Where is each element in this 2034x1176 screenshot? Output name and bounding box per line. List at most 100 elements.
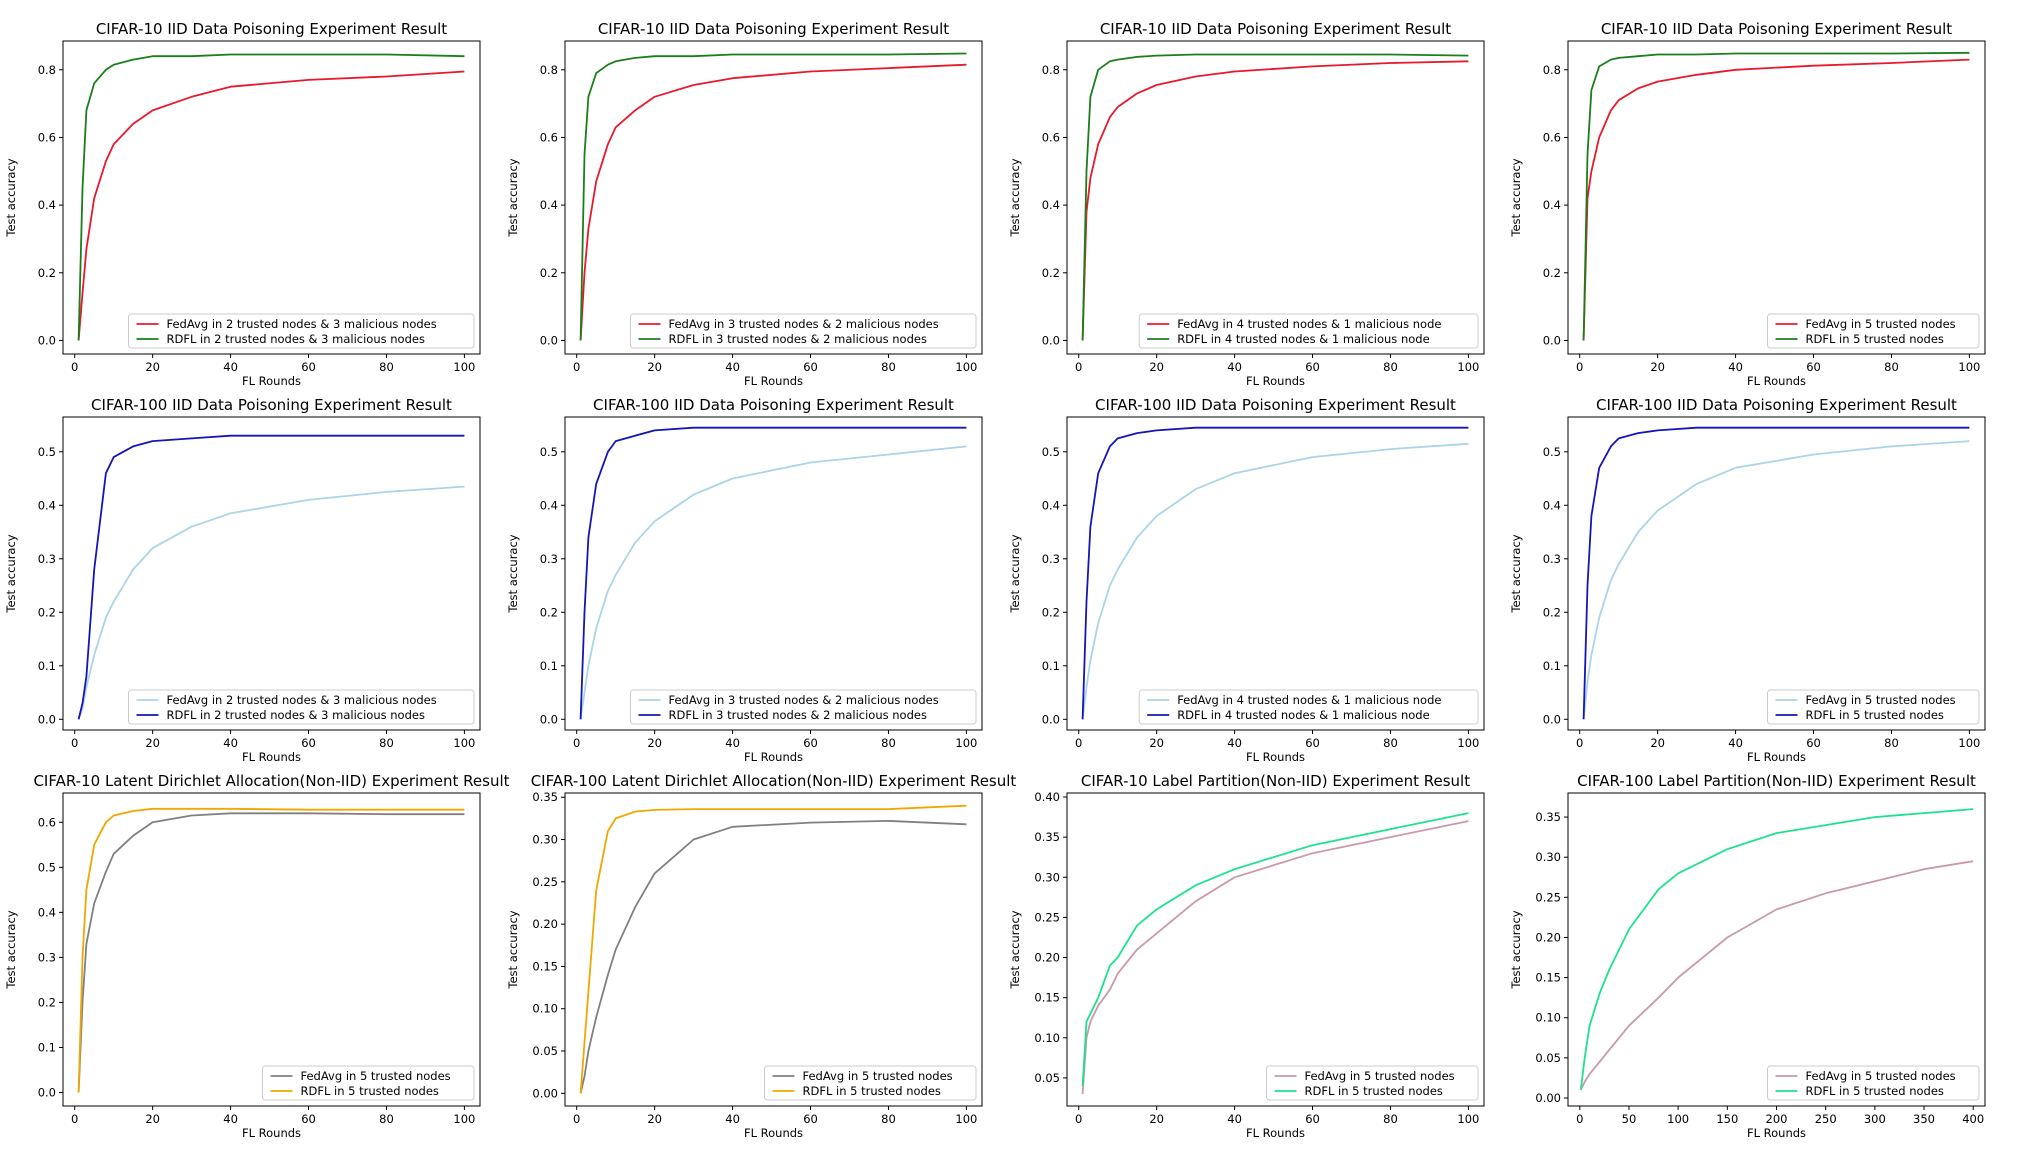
x-tick-label: 100 bbox=[453, 736, 475, 750]
x-tick-label: 80 bbox=[379, 360, 394, 374]
x-tick-label: 20 bbox=[647, 736, 662, 750]
y-tick-label: 0.20 bbox=[1535, 930, 1561, 944]
x-axis-label: FL Rounds bbox=[744, 374, 803, 388]
y-tick-label: 0.5 bbox=[38, 860, 56, 874]
y-tick-label: 0.10 bbox=[1535, 1011, 1561, 1025]
x-axis-label: FL Rounds bbox=[744, 750, 803, 764]
y-tick-label: 0.2 bbox=[540, 266, 558, 280]
legend-entry: FedAvg in 5 trusted nodes bbox=[1806, 693, 1956, 707]
y-tick-label: 0.25 bbox=[532, 875, 558, 889]
x-tick-label: 40 bbox=[1728, 736, 1743, 750]
y-tick-label: 0.1 bbox=[1543, 659, 1561, 673]
series-line-2 bbox=[1582, 51, 1970, 341]
series-line-1 bbox=[579, 445, 967, 720]
x-tick-label: 80 bbox=[1383, 1112, 1398, 1126]
legend-box bbox=[630, 313, 977, 349]
series-line-1 bbox=[77, 485, 465, 720]
legend-box bbox=[1138, 689, 1479, 725]
y-tick-label: 0.4 bbox=[1042, 498, 1060, 512]
series-line-2 bbox=[1081, 426, 1469, 720]
legend: FedAvg in 3 trusted nodes & 2 malicious … bbox=[630, 313, 977, 349]
y-tick-label: 0.2 bbox=[38, 266, 56, 280]
x-tick-label: 20 bbox=[145, 360, 160, 374]
chart-title: CIFAR-100 IID Data Poisoning Experiment … bbox=[91, 396, 452, 414]
x-tick-label: 0 bbox=[71, 736, 78, 750]
y-tick-label: 0.35 bbox=[532, 790, 558, 804]
x-tick-label: 20 bbox=[145, 736, 160, 750]
series-line-1 bbox=[579, 63, 967, 341]
legend-entry: RDFL in 5 trusted nodes bbox=[1806, 332, 1944, 346]
y-axis-label: Test accuracy bbox=[4, 158, 18, 237]
x-tick-label: 20 bbox=[1149, 736, 1164, 750]
series-line-2 bbox=[1081, 812, 1469, 1086]
x-tick-label: 60 bbox=[1806, 360, 1821, 374]
plot-frame bbox=[1567, 416, 1986, 731]
y-axis-label: Test accuracy bbox=[4, 534, 18, 613]
y-tick-label: 0.4 bbox=[540, 198, 558, 212]
x-tick-label: 60 bbox=[803, 360, 818, 374]
y-tick-label: 0.0 bbox=[38, 712, 56, 726]
series-line-1 bbox=[1582, 440, 1970, 720]
y-tick-label: 0.4 bbox=[38, 905, 56, 919]
plot-frame bbox=[1066, 416, 1485, 731]
y-tick-label: 0.4 bbox=[38, 198, 56, 212]
x-tick-label: 40 bbox=[223, 736, 238, 750]
chart-panel-4: CIFAR-10 IID Data Poisoning Experiment R… bbox=[1509, 20, 1986, 388]
series-line-2 bbox=[579, 426, 967, 720]
legend-box bbox=[1767, 313, 1980, 349]
chart-title: CIFAR-10 Latent Dirichlet Allocation(Non… bbox=[33, 772, 509, 790]
x-tick-label: 20 bbox=[1149, 360, 1164, 374]
chart-panel-3: CIFAR-10 IID Data Poisoning Experiment R… bbox=[1008, 20, 1485, 388]
y-tick-label: 0.1 bbox=[1042, 659, 1060, 673]
x-tick-label: 0 bbox=[1075, 360, 1082, 374]
x-tick-label: 40 bbox=[1728, 360, 1743, 374]
y-tick-label: 0.1 bbox=[540, 659, 558, 673]
legend-entry: FedAvg in 4 trusted nodes & 1 malicious … bbox=[1177, 317, 1441, 331]
chart-title: CIFAR-100 IID Data Poisoning Experiment … bbox=[1095, 396, 1456, 414]
y-tick-label: 0.20 bbox=[532, 917, 558, 931]
chart-panel-11: CIFAR-10 Label Partition(Non-IID) Experi… bbox=[1008, 772, 1485, 1140]
chart-panel-7: CIFAR-100 IID Data Poisoning Experiment … bbox=[1008, 396, 1485, 764]
x-tick-label: 0 bbox=[573, 360, 580, 374]
x-tick-label: 250 bbox=[1815, 1112, 1837, 1126]
y-tick-label: 0.8 bbox=[38, 63, 56, 77]
x-tick-label: 60 bbox=[1305, 1112, 1320, 1126]
y-axis-label: Test accuracy bbox=[1008, 158, 1022, 237]
legend: FedAvg in 3 trusted nodes & 2 malicious … bbox=[630, 689, 977, 725]
x-tick-label: 60 bbox=[301, 1112, 316, 1126]
chart-title: CIFAR-100 Label Partition(Non-IID) Exper… bbox=[1577, 772, 1976, 790]
series-line-1 bbox=[1582, 58, 1970, 341]
x-tick-label: 60 bbox=[1305, 360, 1320, 374]
plot-frame bbox=[564, 416, 983, 731]
x-tick-label: 20 bbox=[1149, 1112, 1164, 1126]
legend-entry: RDFL in 3 trusted nodes & 2 malicious no… bbox=[669, 708, 927, 722]
legend-entry: FedAvg in 5 trusted nodes bbox=[1305, 1069, 1455, 1083]
x-tick-label: 350 bbox=[1913, 1112, 1935, 1126]
y-axis-label: Test accuracy bbox=[1509, 910, 1523, 989]
series-line-1 bbox=[77, 70, 465, 341]
y-tick-label: 0.6 bbox=[1042, 130, 1060, 144]
legend-entry: FedAvg in 3 trusted nodes & 2 malicious … bbox=[669, 317, 939, 331]
plot-frame bbox=[1567, 40, 1986, 355]
x-tick-label: 100 bbox=[1457, 736, 1479, 750]
legend-entry: RDFL in 5 trusted nodes bbox=[803, 1084, 941, 1098]
y-axis-label: Test accuracy bbox=[1008, 910, 1022, 989]
legend-box bbox=[128, 313, 475, 349]
x-tick-label: 20 bbox=[145, 1112, 160, 1126]
legend-box bbox=[1767, 689, 1980, 725]
y-tick-label: 0.4 bbox=[1543, 498, 1561, 512]
legend-box bbox=[1266, 1065, 1479, 1101]
x-tick-label: 40 bbox=[1227, 1112, 1242, 1126]
y-tick-label: 0.0 bbox=[38, 1085, 56, 1099]
legend-entry: RDFL in 5 trusted nodes bbox=[1806, 1084, 1944, 1098]
y-tick-label: 0.1 bbox=[38, 1040, 56, 1054]
y-tick-label: 0.30 bbox=[1535, 850, 1561, 864]
chart-title: CIFAR-10 IID Data Poisoning Experiment R… bbox=[96, 20, 447, 38]
legend-box bbox=[630, 689, 977, 725]
x-tick-label: 60 bbox=[803, 1112, 818, 1126]
